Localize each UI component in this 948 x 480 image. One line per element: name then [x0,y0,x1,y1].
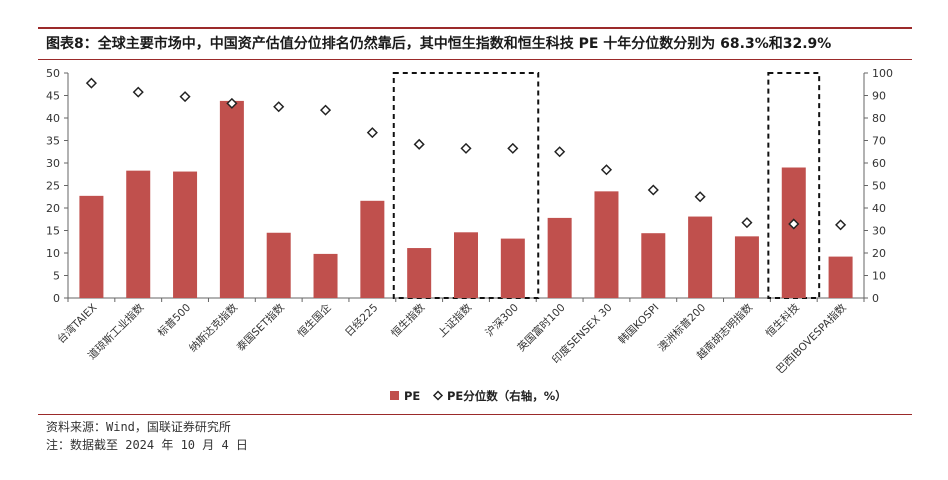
category-label: 日经225 [342,301,380,339]
pe-bars [79,100,853,299]
category-label: 英国富时100 [515,301,568,354]
percentile-marker [366,127,378,139]
pe-bar [781,167,806,298]
category-label: 恒生科技 [763,301,802,340]
percentile-marker [85,77,97,89]
title-bottom-rule [38,59,912,60]
title-top-rule [38,27,912,29]
percentile-marker [132,86,144,98]
date-note: 注：数据截至 2024 年 10 月 4 日 [46,438,248,452]
category-label: 韩国KOSPI [616,301,662,347]
left-axis-tick-label: 0 [53,292,60,305]
left-axis-tick-label: 30 [46,157,60,170]
right-axis-tick-label: 0 [872,292,879,305]
pe-bar [79,195,104,298]
pe-bar [126,170,151,298]
left-axis-tick-label: 25 [46,180,60,193]
pe-bar [266,232,291,298]
right-axis-tick-label: 50 [872,180,886,193]
right-axis-tick-label: 30 [872,225,886,238]
percentile-marker [788,218,800,230]
right-axis-tick-label: 90 [872,90,886,103]
pe-bar [313,253,338,298]
percentile-marker [507,142,519,154]
pe-bar [641,233,666,298]
legend-label-percentile: PE分位数（右轴，%） [447,389,567,403]
percentile-marker [835,219,847,231]
percentile-marker [460,142,472,154]
pe-bar [219,100,244,299]
category-label: 标普500 [155,301,193,339]
figure-title: 图表8：全球主要市场中，中国资产估值分位排名仍然靠后，其中恒生指数和恒生科技 P… [46,36,832,52]
category-label: 恒生国企 [295,301,334,340]
legend-swatch-pe [390,391,399,400]
footer-rule [38,414,912,415]
right-axis-tick-label: 10 [872,270,886,283]
percentile-markers [85,77,847,231]
category-label: 沪深300 [483,301,521,339]
left-axis-tick-label: 40 [46,112,60,125]
percentile-marker [554,146,566,158]
pe-bar [500,238,525,298]
category-label: 上证指数 [435,301,474,340]
category-label: 恒生指数 [388,301,427,340]
chart-axes: 0 5 10 15 20 25 30 35 40 45 50 0 10 20 30 40 50 60 70 80 90 1… [46,67,893,305]
chart-legend: PE PE分位数（右轴，%） [390,389,567,403]
pe-bar [360,200,385,298]
percentile-marker [179,91,191,103]
legend-swatch-percentile [432,390,444,401]
pe-bar [828,256,853,298]
category-label: 澳洲标普200 [655,301,708,354]
percentile-marker [413,138,425,150]
percentile-marker [741,217,753,229]
percentile-marker [226,97,238,109]
percentile-marker [600,164,613,176]
pe-bar [688,216,713,298]
left-axis-tick-label: 15 [46,225,60,238]
right-axis-tick-label: 80 [872,112,886,125]
right-axis-tick-label: 70 [872,135,886,148]
left-axis-tick-label: 5 [53,270,60,283]
category-label: 纳斯达克指数 [186,301,240,355]
right-axis-tick-label: 20 [872,247,886,260]
left-axis-tick-label: 50 [46,67,60,80]
percentile-marker [647,184,659,196]
figure-title-bar: 图表8：全球主要市场中，中国资产估值分位排名仍然靠后，其中恒生指数和恒生科技 P… [38,28,912,58]
pe-bar [594,191,619,298]
percentile-marker [694,191,706,203]
source-note: 资料来源：Wind，国联证券研究所 [46,420,231,434]
right-axis-tick-label: 100 [872,67,893,80]
percentile-marker [273,101,285,113]
pe-bar [547,217,572,298]
right-axis-tick-label: 60 [872,157,886,170]
left-axis-tick-label: 45 [46,90,60,103]
category-label: 台湾TAIEX [54,301,99,346]
pe-bar [173,171,198,298]
legend-label-pe: PE [404,389,420,403]
left-axis-tick-label: 20 [46,202,60,215]
category-label: 泰国SET指数 [234,301,287,354]
pe-bar [734,236,759,298]
left-axis-tick-label: 10 [46,247,60,260]
pe-bar [454,232,478,298]
right-axis-tick-label: 40 [872,202,886,215]
pe-bar [407,248,432,298]
left-axis-tick-label: 35 [46,135,60,148]
percentile-marker [319,104,332,116]
